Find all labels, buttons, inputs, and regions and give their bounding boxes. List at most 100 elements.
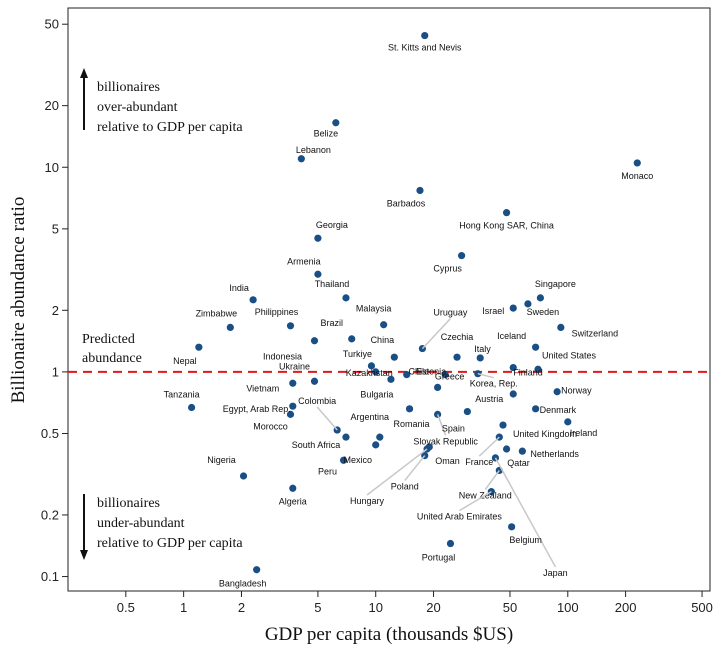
- under-annotation-line2: under-abundant: [97, 516, 185, 531]
- point-label: France: [465, 457, 493, 467]
- data-point: [289, 379, 297, 387]
- point-label: St. Kitts and Nevis: [388, 43, 462, 53]
- point-label: Iceland: [497, 331, 526, 341]
- data-point: [564, 418, 572, 426]
- x-tick-label: 5: [314, 600, 321, 615]
- over-abundant-annotation: billionaires over-abundant relative to G…: [80, 68, 243, 135]
- point-label: India: [229, 283, 249, 293]
- point-label: Japan: [543, 568, 568, 578]
- point-label: Nepal: [173, 356, 197, 366]
- over-annotation-line2: over-abundant: [97, 100, 178, 115]
- data-point: [297, 155, 305, 163]
- data-point: [534, 365, 542, 373]
- data-point: [509, 363, 517, 372]
- x-tick-label: 100: [557, 600, 579, 615]
- point-label: Zimbabwe: [196, 308, 238, 318]
- point-label: Tanzania: [164, 389, 200, 399]
- y-tick-label: 1: [52, 364, 59, 379]
- point-label: Monaco: [621, 171, 653, 181]
- point-label: Morocco: [253, 421, 288, 431]
- predicted-abundance-label-line2: abundance: [82, 351, 142, 366]
- data-point: [453, 353, 461, 361]
- data-point: [458, 252, 466, 260]
- y-tick-label: 5: [52, 221, 59, 236]
- point-label: Vietnam: [246, 383, 279, 393]
- data-point: [446, 539, 455, 548]
- point-label: South Africa: [292, 440, 341, 450]
- point-label: Nigeria: [207, 455, 236, 465]
- over-annotation-line3: relative to GDP per capita: [97, 120, 243, 135]
- y-axis-title: Billionaire abundance ratio: [8, 197, 29, 404]
- data-point: [339, 456, 348, 464]
- point-label: United Arab Emirates: [417, 512, 503, 522]
- point-label: Finland: [513, 368, 543, 378]
- data-point: [434, 383, 442, 391]
- point-label: Netherlands: [530, 449, 579, 459]
- y-axis-ticks: 0.1 0.2 0.5 1 2 5 10 20 50: [41, 17, 68, 584]
- over-annotation-line1: billionaires: [97, 80, 160, 95]
- point-label: Italy: [474, 344, 491, 354]
- data-point: [289, 402, 297, 410]
- data-point: [310, 377, 319, 385]
- data-point: [509, 390, 517, 398]
- point-label: Philippines: [255, 307, 299, 317]
- point-label: Peru: [318, 466, 337, 476]
- point-label: Portugal: [422, 553, 456, 563]
- point-label: Greece: [435, 371, 465, 381]
- data-point: [390, 353, 398, 361]
- point-label: Hong Kong SAR, China: [459, 221, 554, 231]
- x-tick-label: 500: [691, 600, 713, 615]
- point-label: Ukraine: [279, 361, 310, 371]
- point-label: Turkiye: [343, 349, 372, 359]
- data-points: [187, 31, 641, 574]
- data-point: [557, 323, 565, 331]
- data-point: [372, 368, 380, 376]
- label-leader-line: [478, 436, 500, 457]
- point-label: Czechia: [441, 332, 474, 342]
- point-label: Spain: [442, 424, 465, 434]
- x-axis-title: GDP per capita (thousands $US): [265, 624, 513, 645]
- data-point: [289, 484, 297, 492]
- data-point: [310, 337, 319, 345]
- x-tick-label: 2: [238, 600, 245, 615]
- data-point: [532, 343, 540, 351]
- point-label: Mexico: [343, 455, 372, 465]
- label-leader-line: [404, 455, 426, 482]
- data-point: [314, 234, 322, 242]
- point-label: Kazakhstan: [346, 368, 393, 378]
- label-leader-line: [484, 469, 500, 490]
- label-leader-line: [477, 372, 494, 379]
- under-abundant-annotation: billionaires under-abundant relative to …: [80, 494, 243, 560]
- x-tick-label: 1: [180, 600, 187, 615]
- point-label: Belize: [314, 129, 339, 139]
- data-point: [249, 296, 257, 304]
- data-point: [403, 371, 411, 379]
- y-tick-label: 10: [45, 160, 59, 175]
- point-label: Armenia: [287, 256, 321, 266]
- data-point: [416, 186, 424, 195]
- point-label: Belgium: [509, 535, 542, 545]
- point-label: Korea, Rep.: [470, 379, 518, 389]
- data-point: [332, 119, 340, 127]
- label-leader-line: [366, 448, 428, 496]
- data-point: [342, 433, 350, 441]
- point-label: United States: [542, 350, 597, 360]
- point-label: Poland: [391, 482, 419, 492]
- point-label: Oman: [435, 456, 460, 466]
- y-tick-label: 0.5: [41, 426, 59, 441]
- point-label: Algeria: [279, 496, 307, 506]
- x-axis-ticks: 0.5 1 2 5 10 20 50 100 200 500: [117, 591, 713, 615]
- data-point: [441, 371, 449, 379]
- point-label: Brazil: [320, 318, 343, 328]
- x-tick-label: 50: [503, 600, 517, 615]
- under-annotation-line1: billionaires: [97, 496, 160, 511]
- point-label: Chile: [408, 367, 429, 377]
- point-label: Colombia: [298, 396, 336, 406]
- point-label: Sweden: [527, 307, 560, 317]
- y-tick-label: 0.1: [41, 569, 59, 584]
- data-point: [518, 447, 526, 455]
- y-tick-label: 0.2: [41, 507, 59, 522]
- data-point: [553, 388, 561, 396]
- point-label: Argentina: [351, 412, 390, 422]
- point-label: Estonia: [416, 367, 446, 377]
